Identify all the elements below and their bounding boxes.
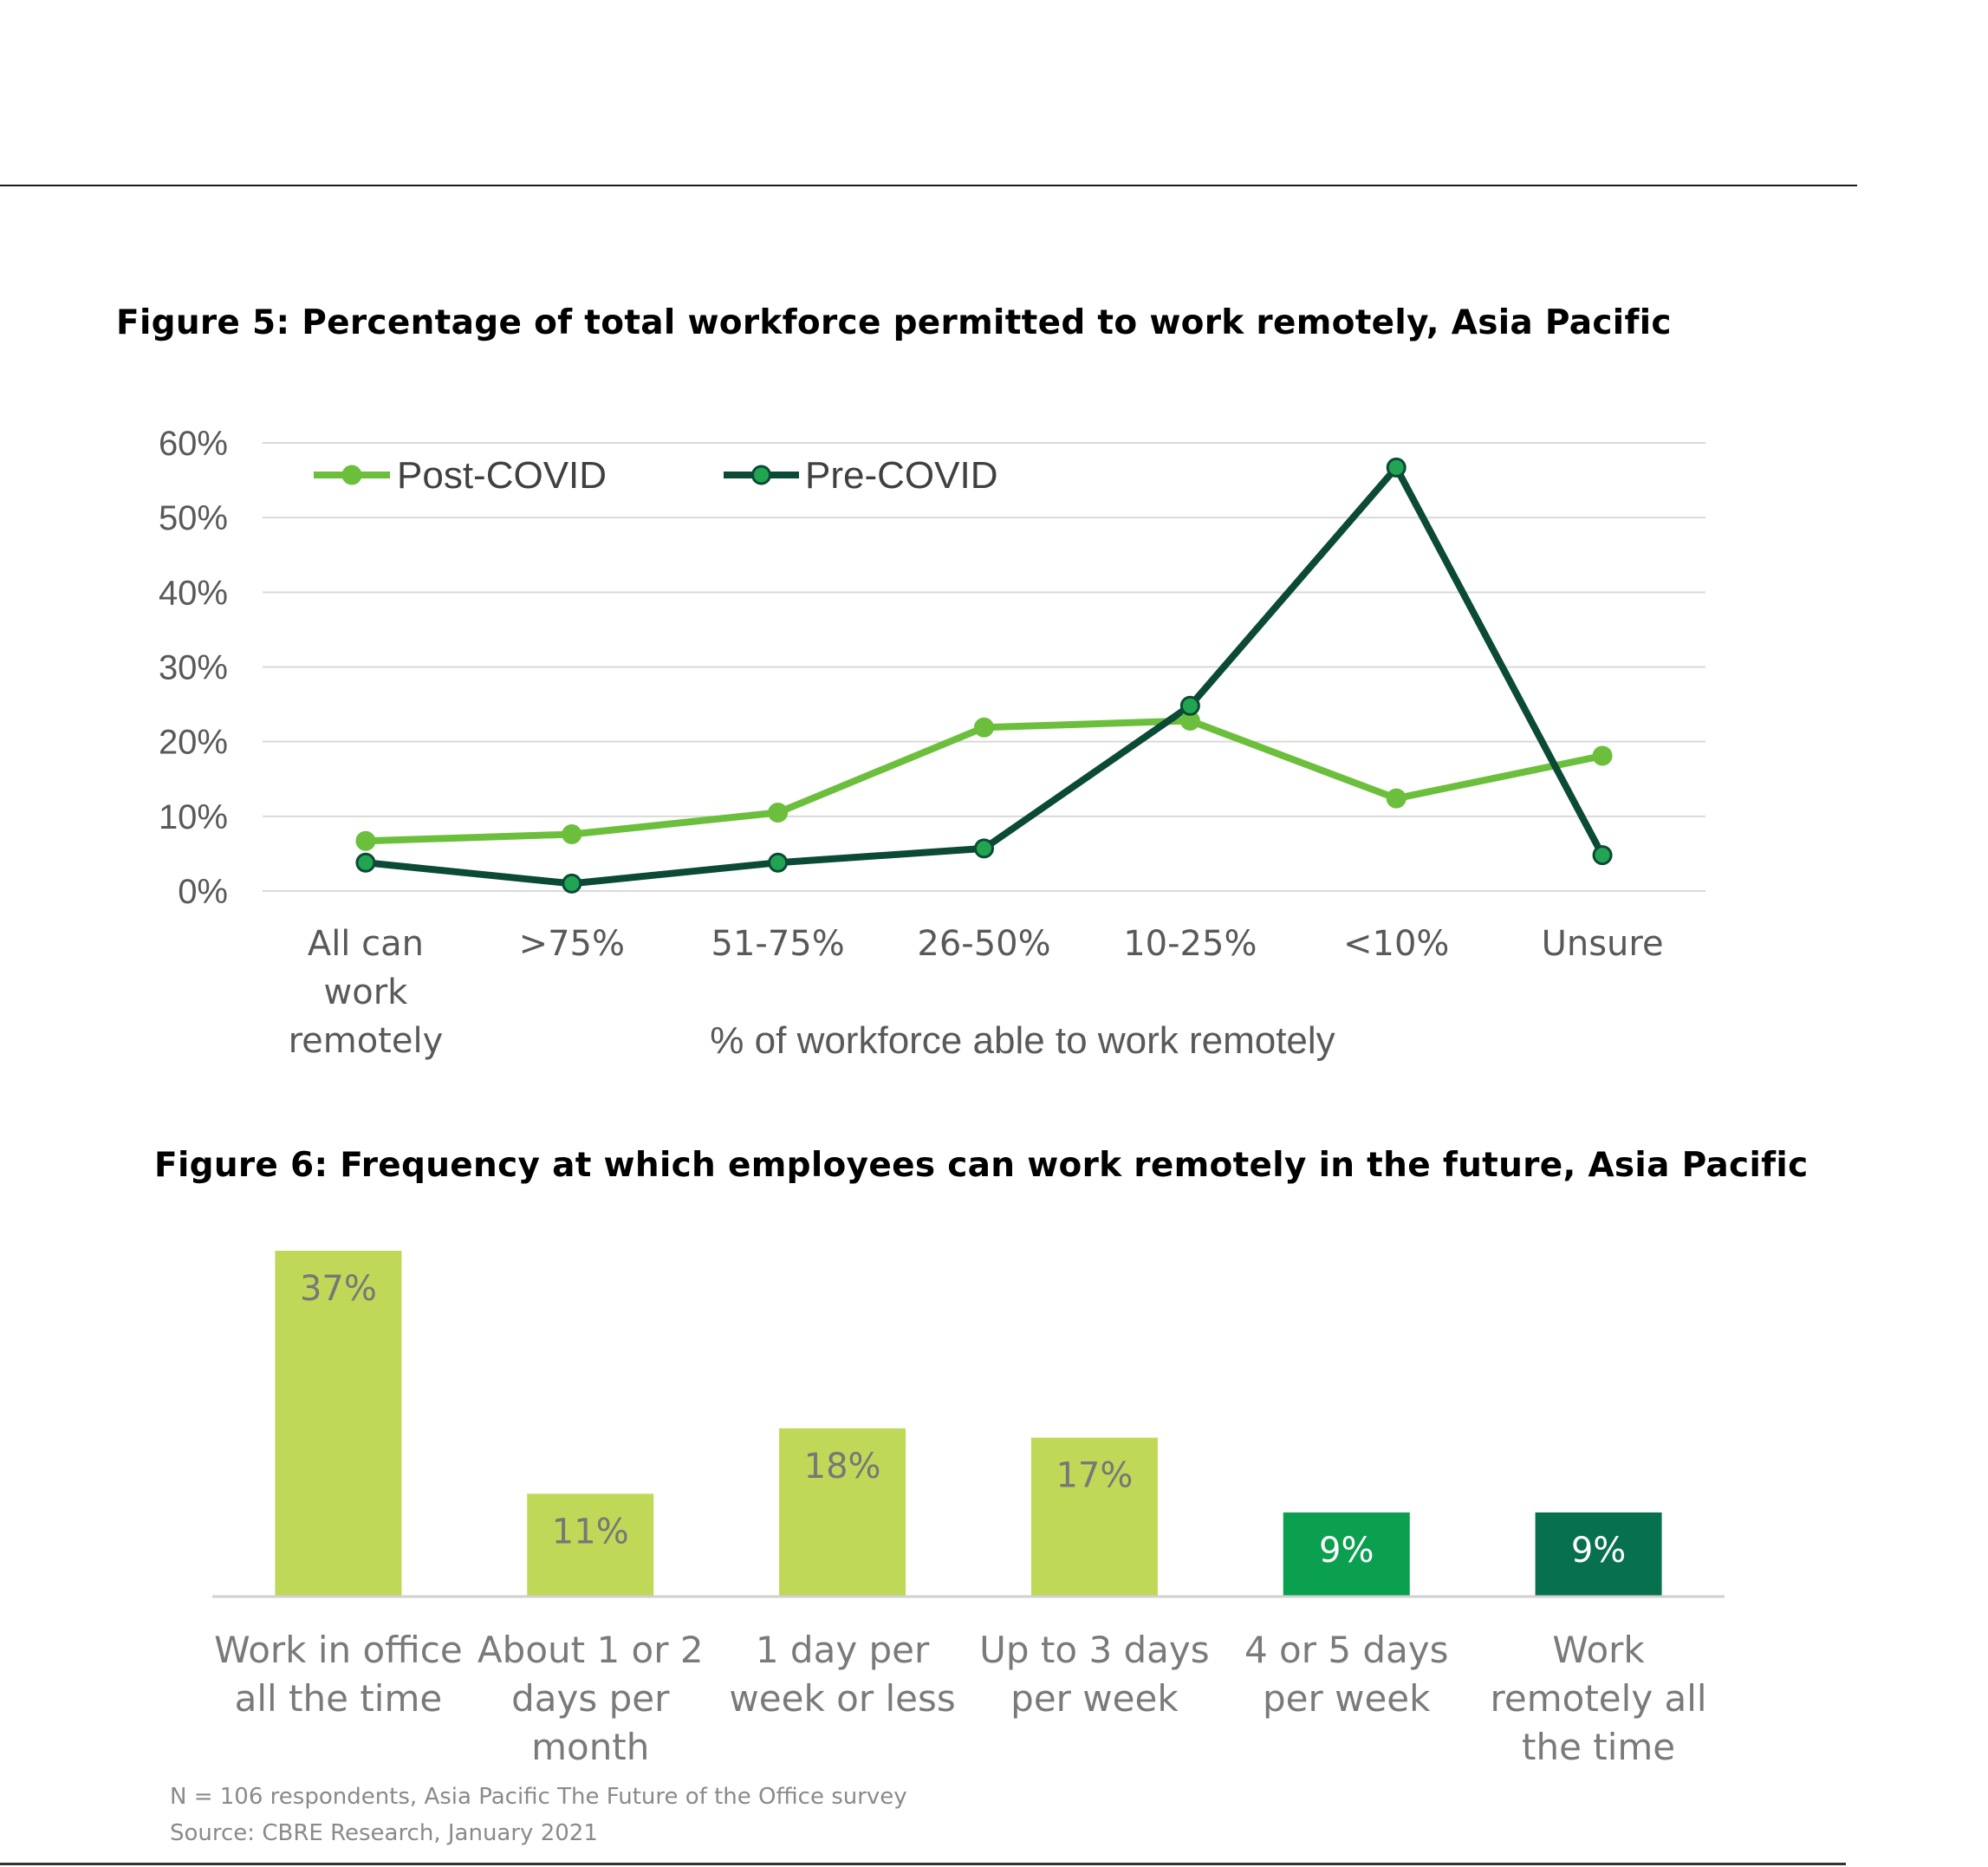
x-tick-label: work: [324, 973, 409, 1012]
category-label: Work: [1552, 1629, 1645, 1671]
data-point: [1179, 695, 1200, 716]
bar: [275, 1251, 402, 1597]
data-point: [1592, 745, 1613, 766]
bar-value-label: 9%: [1319, 1531, 1374, 1571]
respondents-note: N = 106 respondents, Asia Pacific The Fu…: [170, 1784, 907, 1810]
data-point: [768, 803, 789, 823]
data-point: [355, 830, 376, 851]
category-label: days per: [511, 1677, 670, 1720]
bar-value-label: 37%: [300, 1269, 377, 1309]
x-tick-label: >75%: [519, 924, 625, 964]
category-label: remotely all: [1491, 1677, 1707, 1720]
bar-value-label: 11%: [552, 1512, 629, 1551]
bar-value-label: 9%: [1571, 1531, 1626, 1571]
y-tick-label: 0%: [178, 873, 228, 911]
category-label: per week: [1263, 1677, 1431, 1720]
category-label: 4 or 5 days: [1244, 1629, 1449, 1671]
bottom-rule: [0, 1863, 1846, 1865]
bar: [1283, 1512, 1410, 1597]
data-point: [974, 838, 994, 859]
bar-value-label: 17%: [1056, 1456, 1133, 1496]
legend-marker: [751, 465, 771, 485]
x-tick-label: <10%: [1343, 924, 1449, 964]
y-tick-label: 60%: [159, 425, 228, 463]
bar: [779, 1428, 906, 1597]
legend-marker: [341, 465, 362, 485]
y-tick-label: 40%: [159, 574, 228, 612]
data-point: [562, 824, 582, 845]
x-tick-label: remotely: [289, 1021, 444, 1061]
data-point: [974, 717, 994, 738]
category-label: About 1 or 2: [478, 1629, 704, 1671]
figure-5-title: Figure 5: Percentage of total workforce …: [116, 303, 1672, 342]
data-point: [1386, 788, 1407, 809]
x-tick-label: Unsure: [1542, 924, 1664, 964]
x-tick-label: All can: [308, 924, 424, 964]
x-tick-label: 26-50%: [917, 924, 1050, 964]
category-label: the time: [1522, 1726, 1675, 1768]
bar: [1030, 1437, 1158, 1597]
bar-value-label: 18%: [804, 1447, 881, 1486]
y-tick-label: 10%: [159, 798, 228, 836]
category-label: Work in office: [214, 1629, 463, 1671]
figure-6-title: Figure 6: Frequency at which employees c…: [154, 1146, 1809, 1185]
bar: [527, 1493, 654, 1597]
y-tick-label: 30%: [159, 649, 228, 687]
bar: [1535, 1512, 1662, 1597]
x-axis-label: % of workforce able to work remotely: [710, 1019, 1335, 1062]
category-label: all the time: [235, 1677, 443, 1720]
legend-label: Pre-COVID: [805, 454, 997, 497]
data-point: [355, 852, 376, 873]
x-tick-label: 10-25%: [1123, 924, 1257, 964]
legend-label: Post-COVID: [397, 454, 607, 497]
data-point: [562, 873, 582, 894]
top-rule: [0, 185, 1857, 186]
y-tick-label: 20%: [159, 724, 228, 762]
category-label: Up to 3 days: [979, 1629, 1209, 1671]
category-label: month: [531, 1726, 649, 1768]
data-point: [768, 852, 789, 873]
category-label: week or less: [729, 1677, 955, 1720]
x-tick-label: 51-75%: [711, 924, 845, 964]
data-point: [1386, 457, 1407, 478]
data-point: [1592, 845, 1613, 866]
y-tick-label: 50%: [159, 499, 228, 537]
category-label: 1 day per: [756, 1629, 930, 1671]
source-note: Source: CBRE Research, January 2021: [170, 1820, 598, 1846]
category-label: per week: [1010, 1677, 1179, 1720]
line-chart: 0% 10% 20% 30% 40% 50% 60% All can work remotely >…: [159, 425, 1705, 1062]
